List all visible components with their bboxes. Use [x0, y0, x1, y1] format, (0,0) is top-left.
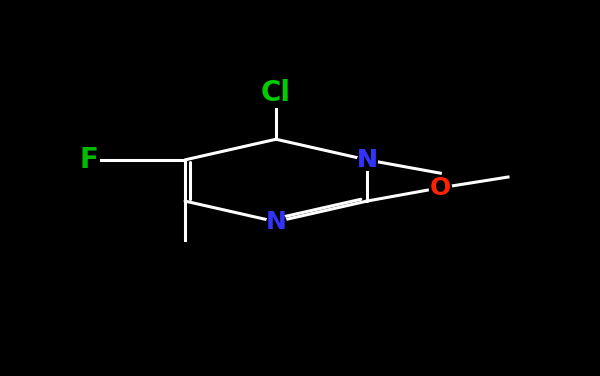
Text: N: N [356, 148, 377, 172]
Text: N: N [356, 148, 377, 172]
Text: N: N [266, 210, 286, 234]
Text: Cl: Cl [261, 79, 291, 107]
Text: O: O [430, 176, 451, 200]
Text: F: F [79, 146, 98, 174]
